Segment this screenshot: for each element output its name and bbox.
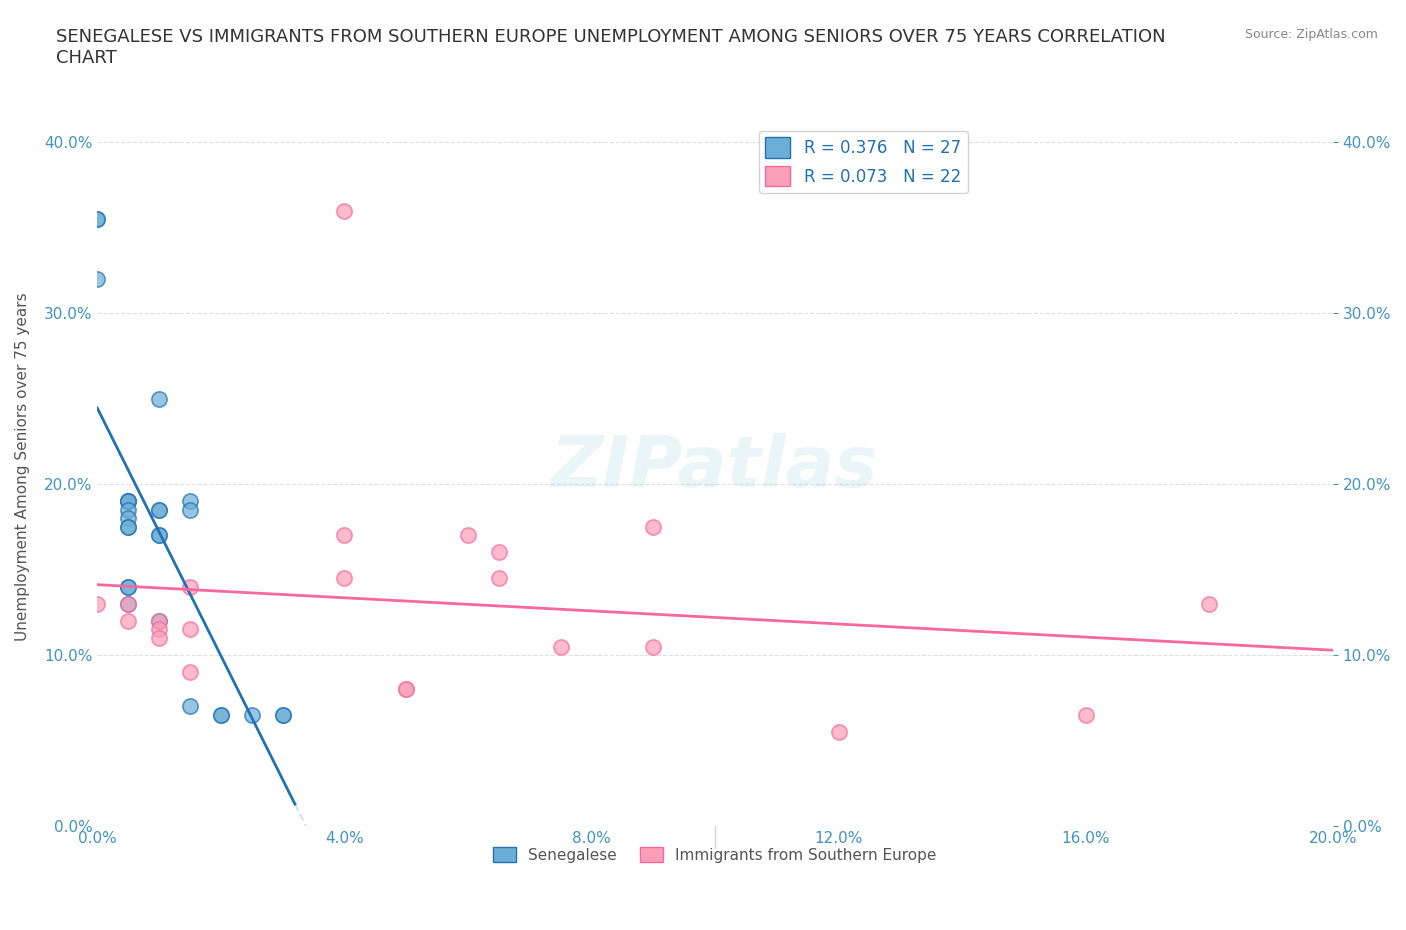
Point (86, 272, 108, 286)
Point (179, 502, 201, 517)
Point (148, 392, 170, 406)
Legend: Senegalese, Immigrants from Southern Europe: Senegalese, Immigrants from Southern Eur… (488, 841, 943, 869)
Point (86, 212, 108, 227)
Point (117, 614, 139, 629)
Point (240, 708, 263, 723)
Point (333, 528, 356, 543)
Point (827, 724, 849, 739)
Point (179, 494, 201, 509)
Point (148, 528, 170, 543)
Point (1074, 708, 1097, 723)
Point (333, 571, 356, 586)
Text: ZIPatlas: ZIPatlas (551, 432, 879, 501)
Point (271, 708, 294, 723)
Point (117, 579, 139, 594)
Point (395, 682, 418, 697)
Point (117, 511, 139, 525)
Point (117, 519, 139, 534)
Point (148, 502, 170, 517)
Point (488, 545, 510, 560)
Point (117, 494, 139, 509)
Point (209, 708, 232, 723)
Point (117, 494, 139, 509)
Point (179, 665, 201, 680)
Point (86, 596, 108, 611)
Point (148, 614, 170, 629)
Point (643, 519, 665, 534)
Point (148, 631, 170, 645)
Point (117, 494, 139, 509)
Point (148, 502, 170, 517)
Point (117, 519, 139, 534)
Point (117, 596, 139, 611)
Point (117, 579, 139, 594)
Point (271, 708, 294, 723)
Point (148, 622, 170, 637)
Point (179, 699, 201, 714)
Point (457, 528, 479, 543)
Point (209, 708, 232, 723)
Point (179, 622, 201, 637)
Point (86, 212, 108, 227)
Point (117, 596, 139, 611)
Point (395, 682, 418, 697)
Point (643, 639, 665, 654)
Y-axis label: Unemployment Among Seniors over 75 years: Unemployment Among Seniors over 75 years (15, 293, 30, 642)
Text: SENEGALESE VS IMMIGRANTS FROM SOUTHERN EUROPE UNEMPLOYMENT AMONG SENIORS OVER 75: SENEGALESE VS IMMIGRANTS FROM SOUTHERN E… (56, 28, 1166, 67)
Point (117, 502, 139, 517)
Text: Source: ZipAtlas.com: Source: ZipAtlas.com (1244, 28, 1378, 41)
Point (148, 614, 170, 629)
Point (333, 203, 356, 218)
Point (488, 571, 510, 586)
Point (550, 639, 572, 654)
Point (179, 579, 201, 594)
Point (148, 528, 170, 543)
Point (1198, 596, 1220, 611)
